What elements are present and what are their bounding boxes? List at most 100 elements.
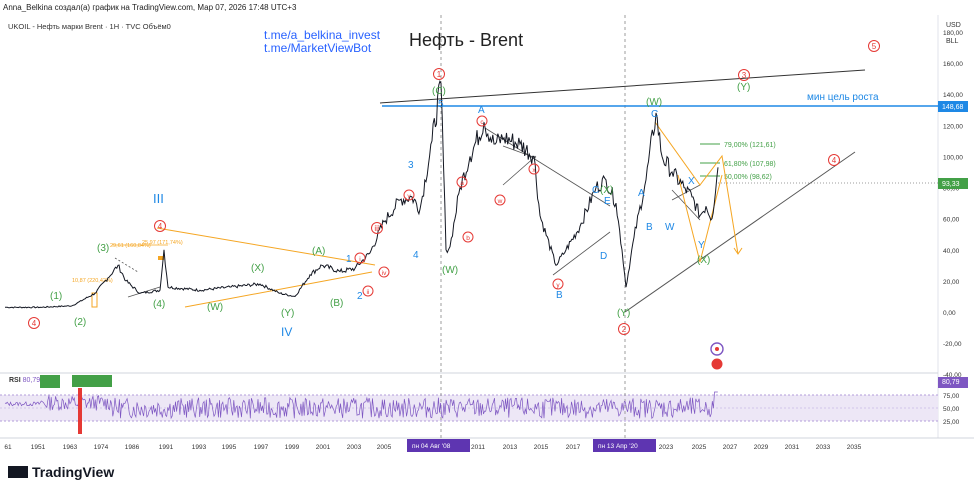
gold-note-3: 10,87 (220,42%) [72, 278, 113, 284]
red-circle [371, 222, 383, 234]
time-tick: 1999 [285, 444, 300, 451]
red-circle-label: 5 [868, 40, 880, 52]
wave-4-blue: 4 [413, 250, 419, 261]
price-tick: 80,00 [943, 186, 960, 193]
early-dotted [114, 257, 139, 273]
time-tick: 1997 [254, 444, 269, 451]
time-tick: 2003 [347, 444, 362, 451]
price-axis: 180,00 160,00 140,00 120,00 100,00 80,00 60,00… [943, 30, 963, 379]
rsi-ob-block-2 [72, 375, 112, 387]
red-circle-label: w [494, 194, 506, 206]
telegram-links[interactable]: t.me/a_belkina_invest t.me/MarketViewBot [264, 29, 380, 55]
price-tick: 180,00 [943, 30, 963, 37]
red-circle [494, 194, 506, 206]
wave-2-blue: 2 [357, 291, 363, 302]
red-circle-text: w [497, 198, 503, 205]
time-tick: 2005 [377, 444, 392, 451]
red-circle-text: 5 [872, 42, 877, 51]
price-tick: 20,00 [943, 279, 960, 286]
symbol-line: UKOIL - Нефть марки Brent · 1H · TVC Объ… [8, 22, 171, 31]
rsi-tick: 75,00 [943, 393, 960, 400]
red-circle-text: x [532, 167, 536, 174]
date-highlight-left-bg [407, 439, 470, 452]
chart-attribution: Anna_Belkina создал(а) график на Trading… [3, 3, 297, 12]
time-tick: 1974 [94, 444, 109, 451]
orange-arrow [733, 247, 743, 255]
red-circle-text: ii [367, 289, 370, 296]
wave-IV: IV [281, 325, 292, 339]
rsi-tick: 25,00 [943, 419, 960, 426]
price-series [5, 80, 719, 309]
rsi-ob-block-1 [40, 375, 60, 388]
wave-III: III [153, 191, 164, 206]
target-icon[interactable] [710, 342, 724, 356]
wave-B-green: (B) [330, 298, 343, 309]
time-tick: 2029 [754, 444, 769, 451]
time-tick: 61 [4, 444, 12, 451]
red-circle-label: 2 [618, 323, 630, 335]
rsi-axis: 75,00 50,00 25,00 [943, 393, 960, 426]
red-circle [868, 40, 880, 52]
price-tick: -40,00 [943, 372, 962, 379]
red-circle-text: iv [382, 270, 387, 277]
tradingview-logo[interactable]: TradingView [8, 464, 114, 480]
gold-note-2: 25,97 (171,74%) [142, 240, 183, 246]
rsi-value-text: 80,79 [942, 379, 960, 386]
time-tick: 2033 [816, 444, 831, 451]
red-circle [456, 176, 468, 188]
red-circle-label: iv [378, 266, 390, 278]
red-circle [552, 278, 564, 290]
red-circle-text: b [466, 235, 470, 242]
red-circle-label: 4 [154, 220, 166, 232]
red-circle-label: iii [371, 222, 383, 234]
red-circle [403, 189, 415, 201]
flag-icon[interactable] [710, 357, 724, 371]
red-circle-text: 4 [832, 156, 837, 165]
wave-A-green: (A) [312, 246, 325, 257]
wave-X-2: (X) [600, 185, 613, 196]
wave-W-1: (W) [207, 302, 223, 313]
red-circle-label: 4 [28, 317, 40, 329]
chart-title: Нефть - Brent [409, 30, 524, 50]
unit-label: BLL [946, 38, 959, 45]
telegram-link-1[interactable]: t.me/a_belkina_invest [264, 28, 381, 42]
wave-W-blue: W [665, 222, 675, 233]
red-circle-text: v [407, 193, 411, 200]
red-circle-text: y [556, 282, 560, 289]
wave-X-3: (X) [697, 255, 710, 266]
time-tick: 2025 [692, 444, 707, 451]
wave-Y-2: (Y) [617, 308, 630, 319]
currency-label: USD [946, 22, 961, 29]
time-tick: 2031 [785, 444, 800, 451]
orange-lower-line [184, 271, 373, 308]
time-tick: 2035 [847, 444, 862, 451]
red-circle [618, 323, 630, 335]
telegram-link-2[interactable]: t.me/MarketViewBot [264, 41, 372, 55]
current-price-text: 93,33 [942, 181, 960, 188]
red-circle [528, 163, 540, 175]
red-circle [462, 231, 474, 243]
red-circle-label: 1 [433, 68, 445, 80]
wave-W-2: (W) [442, 265, 458, 276]
current-price-marker [938, 178, 968, 189]
price-tick: 140,00 [943, 92, 963, 99]
price-tick: 0,00 [943, 310, 956, 317]
target-icon-dot [715, 347, 719, 351]
date-highlight-left: пн 04 Авг '08 [412, 443, 451, 450]
wave-1-green: (1) [50, 291, 62, 302]
target-text: мин цель роста [807, 92, 879, 103]
wave-Y-1: (Y) [281, 308, 294, 319]
wave-X-blue: X [688, 176, 695, 187]
time-tick: 2011 [471, 444, 485, 451]
wave-labels: (1) (2) (3) (4) III (W) (X) (Y) IV (A) (… [50, 82, 750, 339]
gold-box-1 [91, 292, 98, 308]
wave-A-blue: A [478, 105, 485, 116]
rsi-tick: 50,00 [943, 406, 960, 413]
wave-E-blue: E [604, 196, 611, 207]
price-tick: 160,00 [943, 61, 963, 68]
time-tick: 1995 [222, 444, 237, 451]
red-circle-label: a [456, 176, 468, 188]
rsi-value-marker [938, 377, 968, 388]
time-tick: 1993 [192, 444, 207, 451]
